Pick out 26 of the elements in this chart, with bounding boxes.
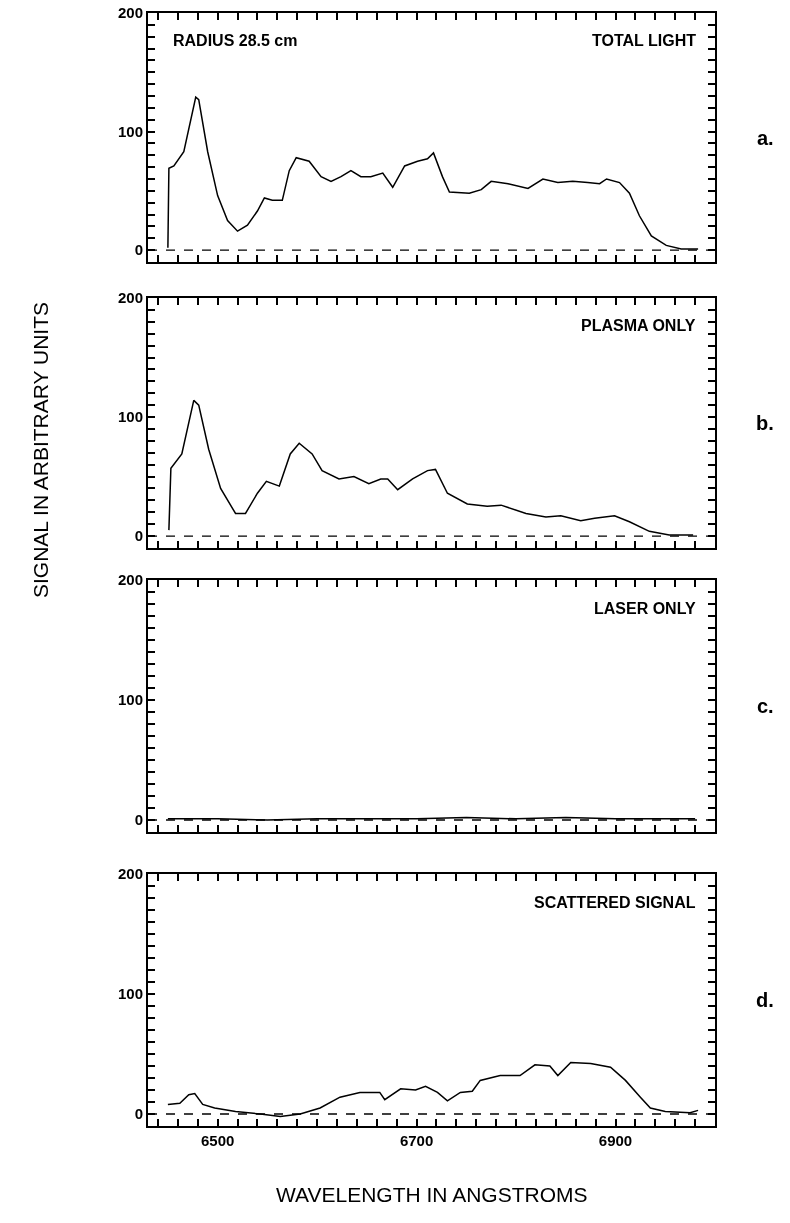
y-tick-label: 100 (117, 985, 143, 1003)
text: PLASMA ONLY (581, 317, 696, 334)
text: d. (756, 989, 774, 1011)
x-tick-label: 6700 (399, 1132, 434, 1149)
x-tick-label: 6500 (200, 1132, 235, 1149)
y-tick-label: 200 (117, 571, 143, 589)
y-tick-label: 100 (117, 408, 143, 426)
x-tick-label: 6900 (598, 1132, 633, 1149)
y-tick-label: 0 (134, 811, 143, 829)
y-tick-label: 0 (134, 1105, 143, 1123)
x-axis-title: WAVELENGTH IN ANGSTROMS (276, 1183, 588, 1206)
y-tick-label: 100 (117, 691, 143, 709)
text: a. (757, 127, 774, 149)
text: TOTAL LIGHT (592, 32, 697, 49)
text: LASER ONLY (594, 600, 696, 617)
annotation: RADIUS 28.5 cm (173, 32, 298, 49)
y-axis-title: SIGNAL IN ARBITRARY UNITS (29, 301, 52, 598)
y-tick-label: 0 (134, 527, 143, 545)
y-tick-label: 0 (134, 241, 143, 259)
y-tick-label: 200 (117, 4, 143, 22)
y-tick-label: 100 (117, 122, 143, 140)
text: c. (757, 695, 774, 717)
y-tick-label: 200 (117, 289, 143, 307)
y-tick-label: 200 (117, 865, 143, 883)
text: b. (756, 412, 774, 434)
text: SCATTERED SIGNAL (534, 894, 696, 911)
